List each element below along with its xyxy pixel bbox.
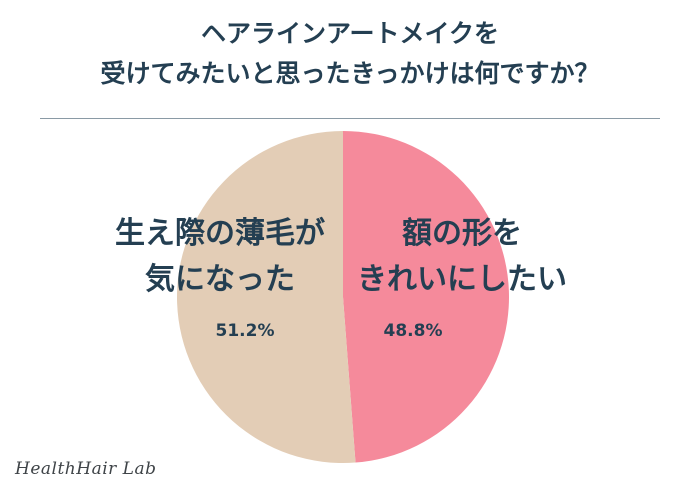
pie-slice-hairline [176, 131, 356, 464]
chart-title: ヘアラインアートメイクを 受けてみたいと思ったきっかけは何ですか？ [0, 14, 700, 94]
pie-slice-forehead [343, 131, 509, 463]
slice-label-hairline-line-1: 生え際の薄毛が [115, 216, 325, 251]
slice-label-hairline-line-2: 気になった [145, 262, 295, 297]
slice-label-forehead-line-2: きれいにしたい [357, 262, 567, 297]
slice-label-forehead-line-1: 額の形を [402, 216, 522, 251]
chart-title-line-2: 受けてみたいと思ったきっかけは何ですか？ [100, 59, 600, 88]
pie-slices [176, 131, 509, 464]
title-divider [40, 118, 660, 119]
chart-title-line-1: ヘアラインアートメイクを [200, 19, 499, 48]
slice-value-hairline: 51.2% [216, 321, 275, 341]
brand-logo: HealthHair Lab [15, 459, 157, 479]
slice-value-forehead: 48.8% [384, 321, 443, 341]
